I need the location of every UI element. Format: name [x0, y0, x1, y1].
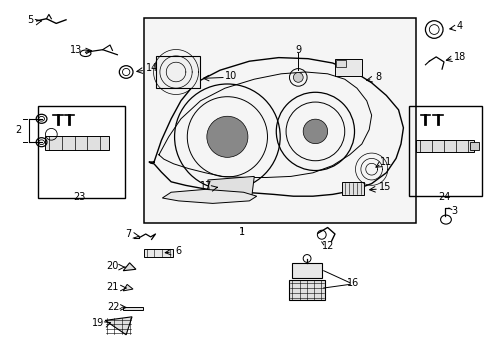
Circle shape [293, 72, 303, 82]
Text: 5: 5 [28, 15, 34, 25]
Text: 3: 3 [451, 206, 457, 216]
Text: 9: 9 [295, 45, 301, 55]
Text: 17: 17 [200, 181, 212, 192]
Text: 1: 1 [239, 227, 244, 237]
Text: 14: 14 [145, 63, 158, 73]
Text: 7: 7 [125, 229, 131, 239]
Bar [38, 106, 125, 198]
Polygon shape [149, 58, 403, 196]
Bar [292, 263, 321, 278]
Circle shape [206, 116, 247, 157]
Text: 4: 4 [456, 21, 462, 31]
Bar [336, 60, 346, 67]
Polygon shape [162, 189, 256, 203]
Bar [156, 56, 200, 88]
Text: 15: 15 [378, 182, 391, 192]
Bar [415, 140, 473, 152]
Text: 18: 18 [452, 52, 465, 62]
Text: 19: 19 [91, 318, 104, 328]
Bar [144, 18, 415, 223]
Polygon shape [123, 284, 133, 291]
Bar [123, 307, 142, 310]
Polygon shape [105, 317, 132, 335]
Text: 12: 12 [322, 240, 334, 251]
Polygon shape [207, 176, 254, 198]
Bar [342, 182, 364, 195]
Text: 22: 22 [107, 302, 120, 312]
Bar [45, 136, 108, 150]
Bar [289, 280, 324, 300]
Text: 20: 20 [106, 261, 119, 271]
Bar [408, 106, 481, 196]
Text: 13: 13 [69, 45, 82, 55]
Text: 11: 11 [379, 157, 392, 167]
Text: 21: 21 [106, 282, 119, 292]
Text: 2: 2 [16, 125, 21, 135]
Bar [334, 59, 361, 76]
Circle shape [303, 119, 327, 144]
Polygon shape [123, 263, 136, 271]
Text: 8: 8 [374, 72, 380, 82]
Text: 6: 6 [175, 246, 181, 256]
Bar [144, 249, 172, 257]
Text: 10: 10 [224, 71, 237, 81]
Text: 23: 23 [73, 192, 86, 202]
Bar [469, 142, 478, 150]
Text: 16: 16 [346, 278, 359, 288]
Text: 24: 24 [437, 192, 449, 202]
